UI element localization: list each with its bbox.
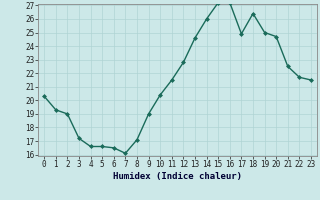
X-axis label: Humidex (Indice chaleur): Humidex (Indice chaleur): [113, 172, 242, 181]
